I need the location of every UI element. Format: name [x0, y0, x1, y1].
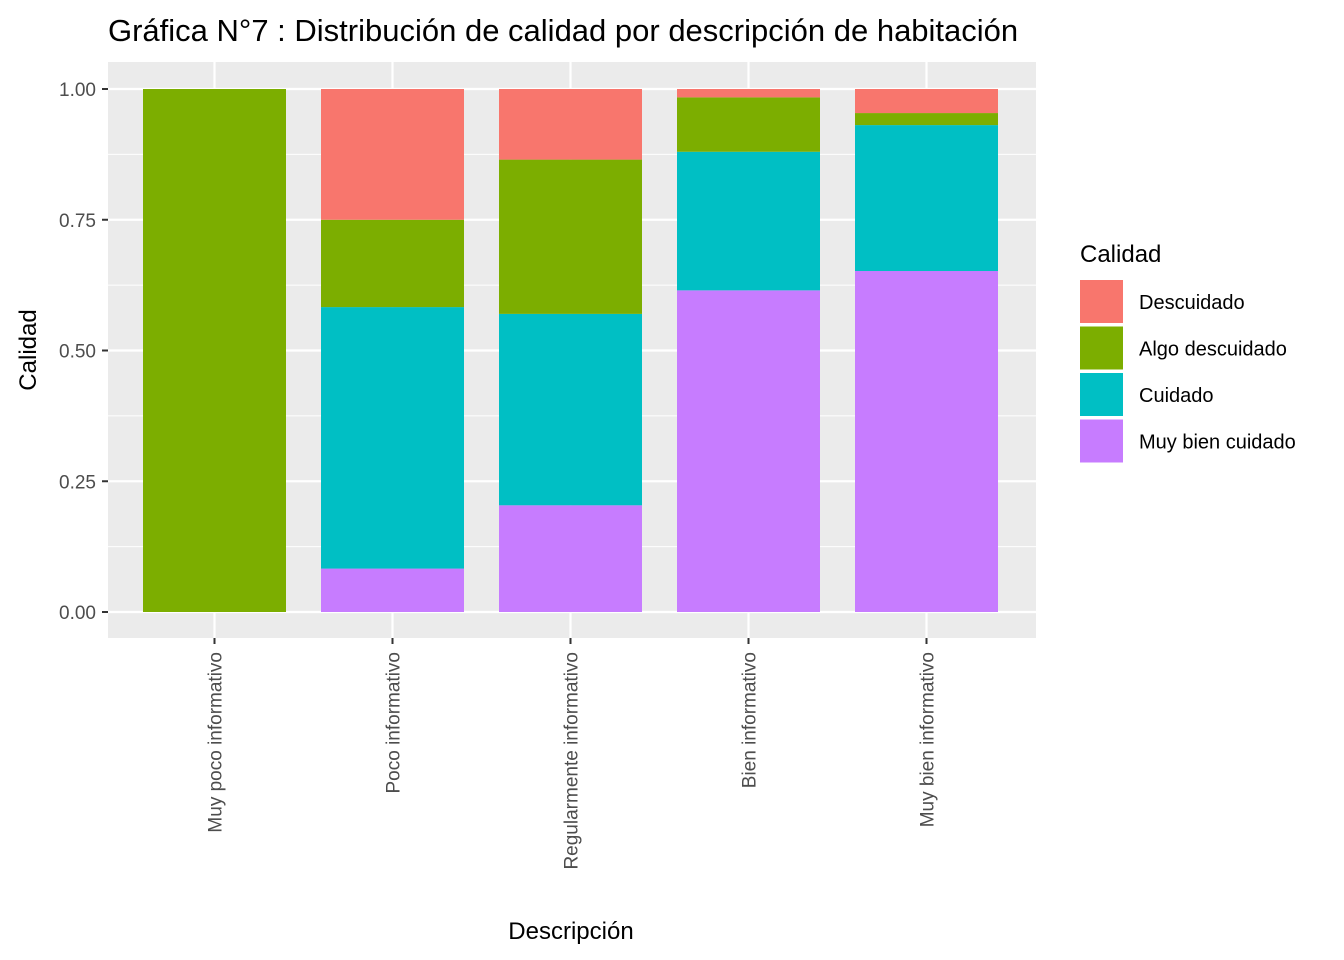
y-tick-label: 0.50 [59, 342, 96, 363]
y-axis: 0.00 0.25 0.50 0.75 1.00 [59, 80, 108, 624]
legend-title: Calidad [1080, 241, 1161, 268]
bar-segment [499, 89, 642, 160]
bar-segment [855, 271, 998, 612]
x-axis: Muy poco informativo Poco informativo Regu… [206, 638, 939, 870]
y-tick-label: 1.00 [59, 80, 96, 101]
y-tick-label: 0.75 [59, 211, 96, 232]
bar-segment [499, 159, 642, 314]
bar-segment [677, 97, 820, 152]
bar-segment [677, 290, 820, 612]
bar-segment [321, 307, 464, 569]
legend: Calidad Descuidado Algo descuidado Cuidado… [1080, 241, 1296, 463]
bar-segment [143, 89, 286, 612]
bar-segment [677, 89, 820, 98]
legend-items: Descuidado Algo descuidado Cuidado Muy bien… [1080, 280, 1296, 463]
x-tick-label: Regularmente informativo [562, 652, 583, 870]
bar-segment [321, 89, 464, 220]
bar-segment [677, 151, 820, 291]
y-tick-label: 0.00 [59, 603, 96, 624]
legend-label: Algo descuidado [1139, 339, 1287, 361]
x-tick-label: Poco informativo [384, 652, 405, 794]
x-tick-label: Muy poco informativo [206, 652, 227, 833]
legend-swatch [1080, 419, 1123, 463]
bar-segment [321, 219, 464, 308]
bar-segment [855, 125, 998, 272]
legend-label: Descuidado [1139, 292, 1245, 314]
bar-segment [855, 89, 998, 114]
legend-label: Cuidado [1139, 385, 1214, 407]
x-tick-label: Muy bien informativo [918, 652, 939, 827]
legend-swatch [1080, 373, 1123, 416]
legend-label: Muy bien cuidado [1139, 432, 1296, 454]
x-tick-label: Bien informativo [740, 652, 761, 788]
y-tick-label: 0.25 [59, 472, 96, 493]
x-axis-title: Descripción [508, 918, 633, 945]
bar-segment [499, 505, 642, 612]
y-axis-title: Calidad [15, 309, 42, 390]
bar-segment [855, 113, 998, 126]
legend-swatch [1080, 280, 1123, 323]
bar-segment [499, 313, 642, 506]
bar-segment [321, 568, 464, 612]
chart-title: Gráfica N°7 : Distribución de calidad po… [108, 13, 1018, 48]
legend-swatch [1080, 326, 1123, 370]
bars [143, 89, 998, 612]
